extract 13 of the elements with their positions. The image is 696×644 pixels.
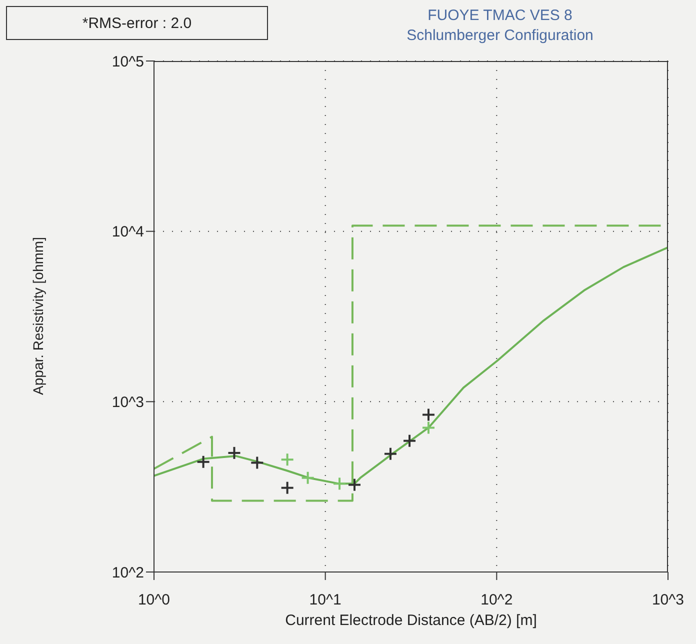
y-tick-label: 10^5 <box>112 53 144 70</box>
chart-title: FUOYE TMAC VES 8 <box>426 6 574 26</box>
x-tick-label: 10^0 <box>138 592 170 609</box>
y-tick-label: 10^3 <box>112 394 144 411</box>
y-tick-label: 10^4 <box>112 224 144 241</box>
x-axis-title: Current Electrode Distance (AB/2) [m] <box>284 612 538 629</box>
text: *RMS-error : 2.0 <box>6 6 268 40</box>
x-tick-label: 10^2 <box>480 592 513 609</box>
x-tick-label: 10^3 <box>652 592 684 609</box>
x-tick-label: 10^1 <box>309 592 342 609</box>
y-tick-label: 10^2 <box>112 564 144 582</box>
y-axis-title: Appar. Resistivity [ohmm] <box>30 237 46 395</box>
chart-subtitle: Schlumberger Configuration <box>406 26 594 46</box>
